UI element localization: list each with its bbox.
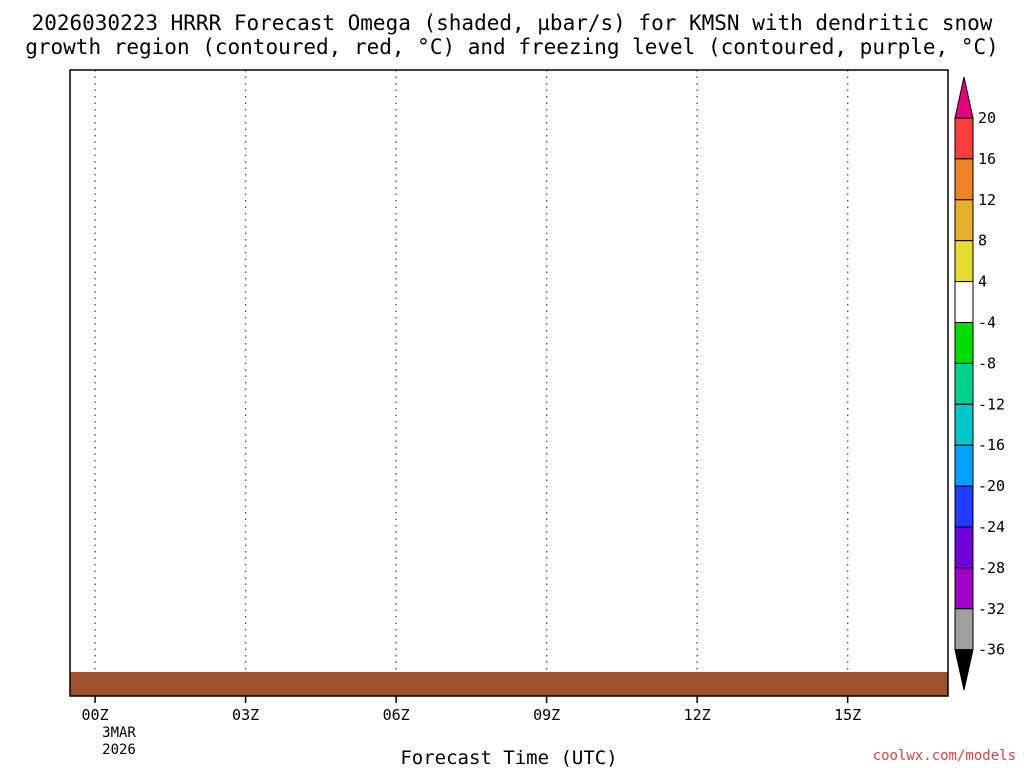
colorbar-label-4: 4 — [978, 273, 987, 291]
colorbar-bin-7 — [954, 403, 974, 446]
colorbar-label-6: -8 — [978, 354, 996, 372]
colorbar-label-2: 12 — [978, 191, 996, 209]
x-tick-label-06Z: 06Z — [383, 706, 410, 724]
colorbar-bin-0 — [954, 117, 974, 160]
colorbar-bin-5 — [954, 322, 974, 364]
grid-lines — [94, 70, 849, 696]
colorbar-bin-1 — [954, 158, 974, 201]
x-axis-ticks: 00Z 03Z 06Z 09Z 12Z 15Z — [82, 696, 861, 724]
x-tick-label-00Z: 00Z — [82, 706, 109, 724]
colorbar-label-8: -16 — [978, 436, 1005, 454]
x-tick-label-12Z: 12Z — [684, 706, 711, 724]
colorbar-label-9: -20 — [978, 477, 1005, 495]
colorbar-label-1: 16 — [978, 150, 996, 168]
colorbar-bin-2 — [954, 199, 974, 242]
watermark: coolwx.com/models — [873, 748, 1016, 764]
x-tick-label-09Z: 09Z — [533, 706, 560, 724]
colorbar-bin-4 — [954, 281, 974, 324]
chart-title-line1: 2026030223 HRRR Forecast Omega (shaded, … — [32, 11, 993, 35]
colorbar-label-0: 20 — [978, 109, 996, 127]
colorbar-label-12: -32 — [978, 600, 1005, 618]
colorbar-bin-6 — [954, 362, 974, 405]
x-tick-label-03Z: 03Z — [232, 706, 259, 724]
colorbar-label-5: -4 — [978, 314, 996, 332]
colorbar-bin-9 — [954, 485, 974, 528]
colorbar-label-13: -36 — [978, 641, 1005, 659]
colorbar-label-7: -12 — [978, 395, 1005, 413]
plot-frame — [69, 69, 949, 697]
colorbar-bottom-arrow — [954, 649, 974, 691]
plot-area: -18-18-1200 — [69, 69, 949, 697]
colorbar-bin-8 — [954, 444, 974, 487]
colorbar-bin-3 — [954, 240, 974, 283]
chart-title-line2: growth region (contoured, red, °C) and f… — [25, 35, 999, 59]
colorbar-label-11: -28 — [978, 559, 1005, 577]
x-axis-label: Forecast Time (UTC) — [400, 747, 617, 768]
date-label-day: 3MAR — [102, 725, 136, 741]
colorbar-bin-10 — [954, 526, 974, 569]
colorbar-label-10: -24 — [978, 518, 1005, 536]
colorbar-top-arrow — [954, 76, 974, 119]
x-tick-label-15Z: 15Z — [834, 706, 861, 724]
colorbar-bin-12 — [954, 608, 974, 651]
colorbar: 20 16 12 8 4 -4 -8 -12 -16 -20 -24 -28 -32 -36 — [954, 76, 1005, 691]
date-label-year: 2026 — [102, 742, 136, 758]
plot-background — [70, 70, 948, 696]
colorbar-label-3: 8 — [978, 232, 987, 250]
colorbar-bin-11 — [954, 567, 974, 610]
ground-band — [70, 672, 948, 696]
